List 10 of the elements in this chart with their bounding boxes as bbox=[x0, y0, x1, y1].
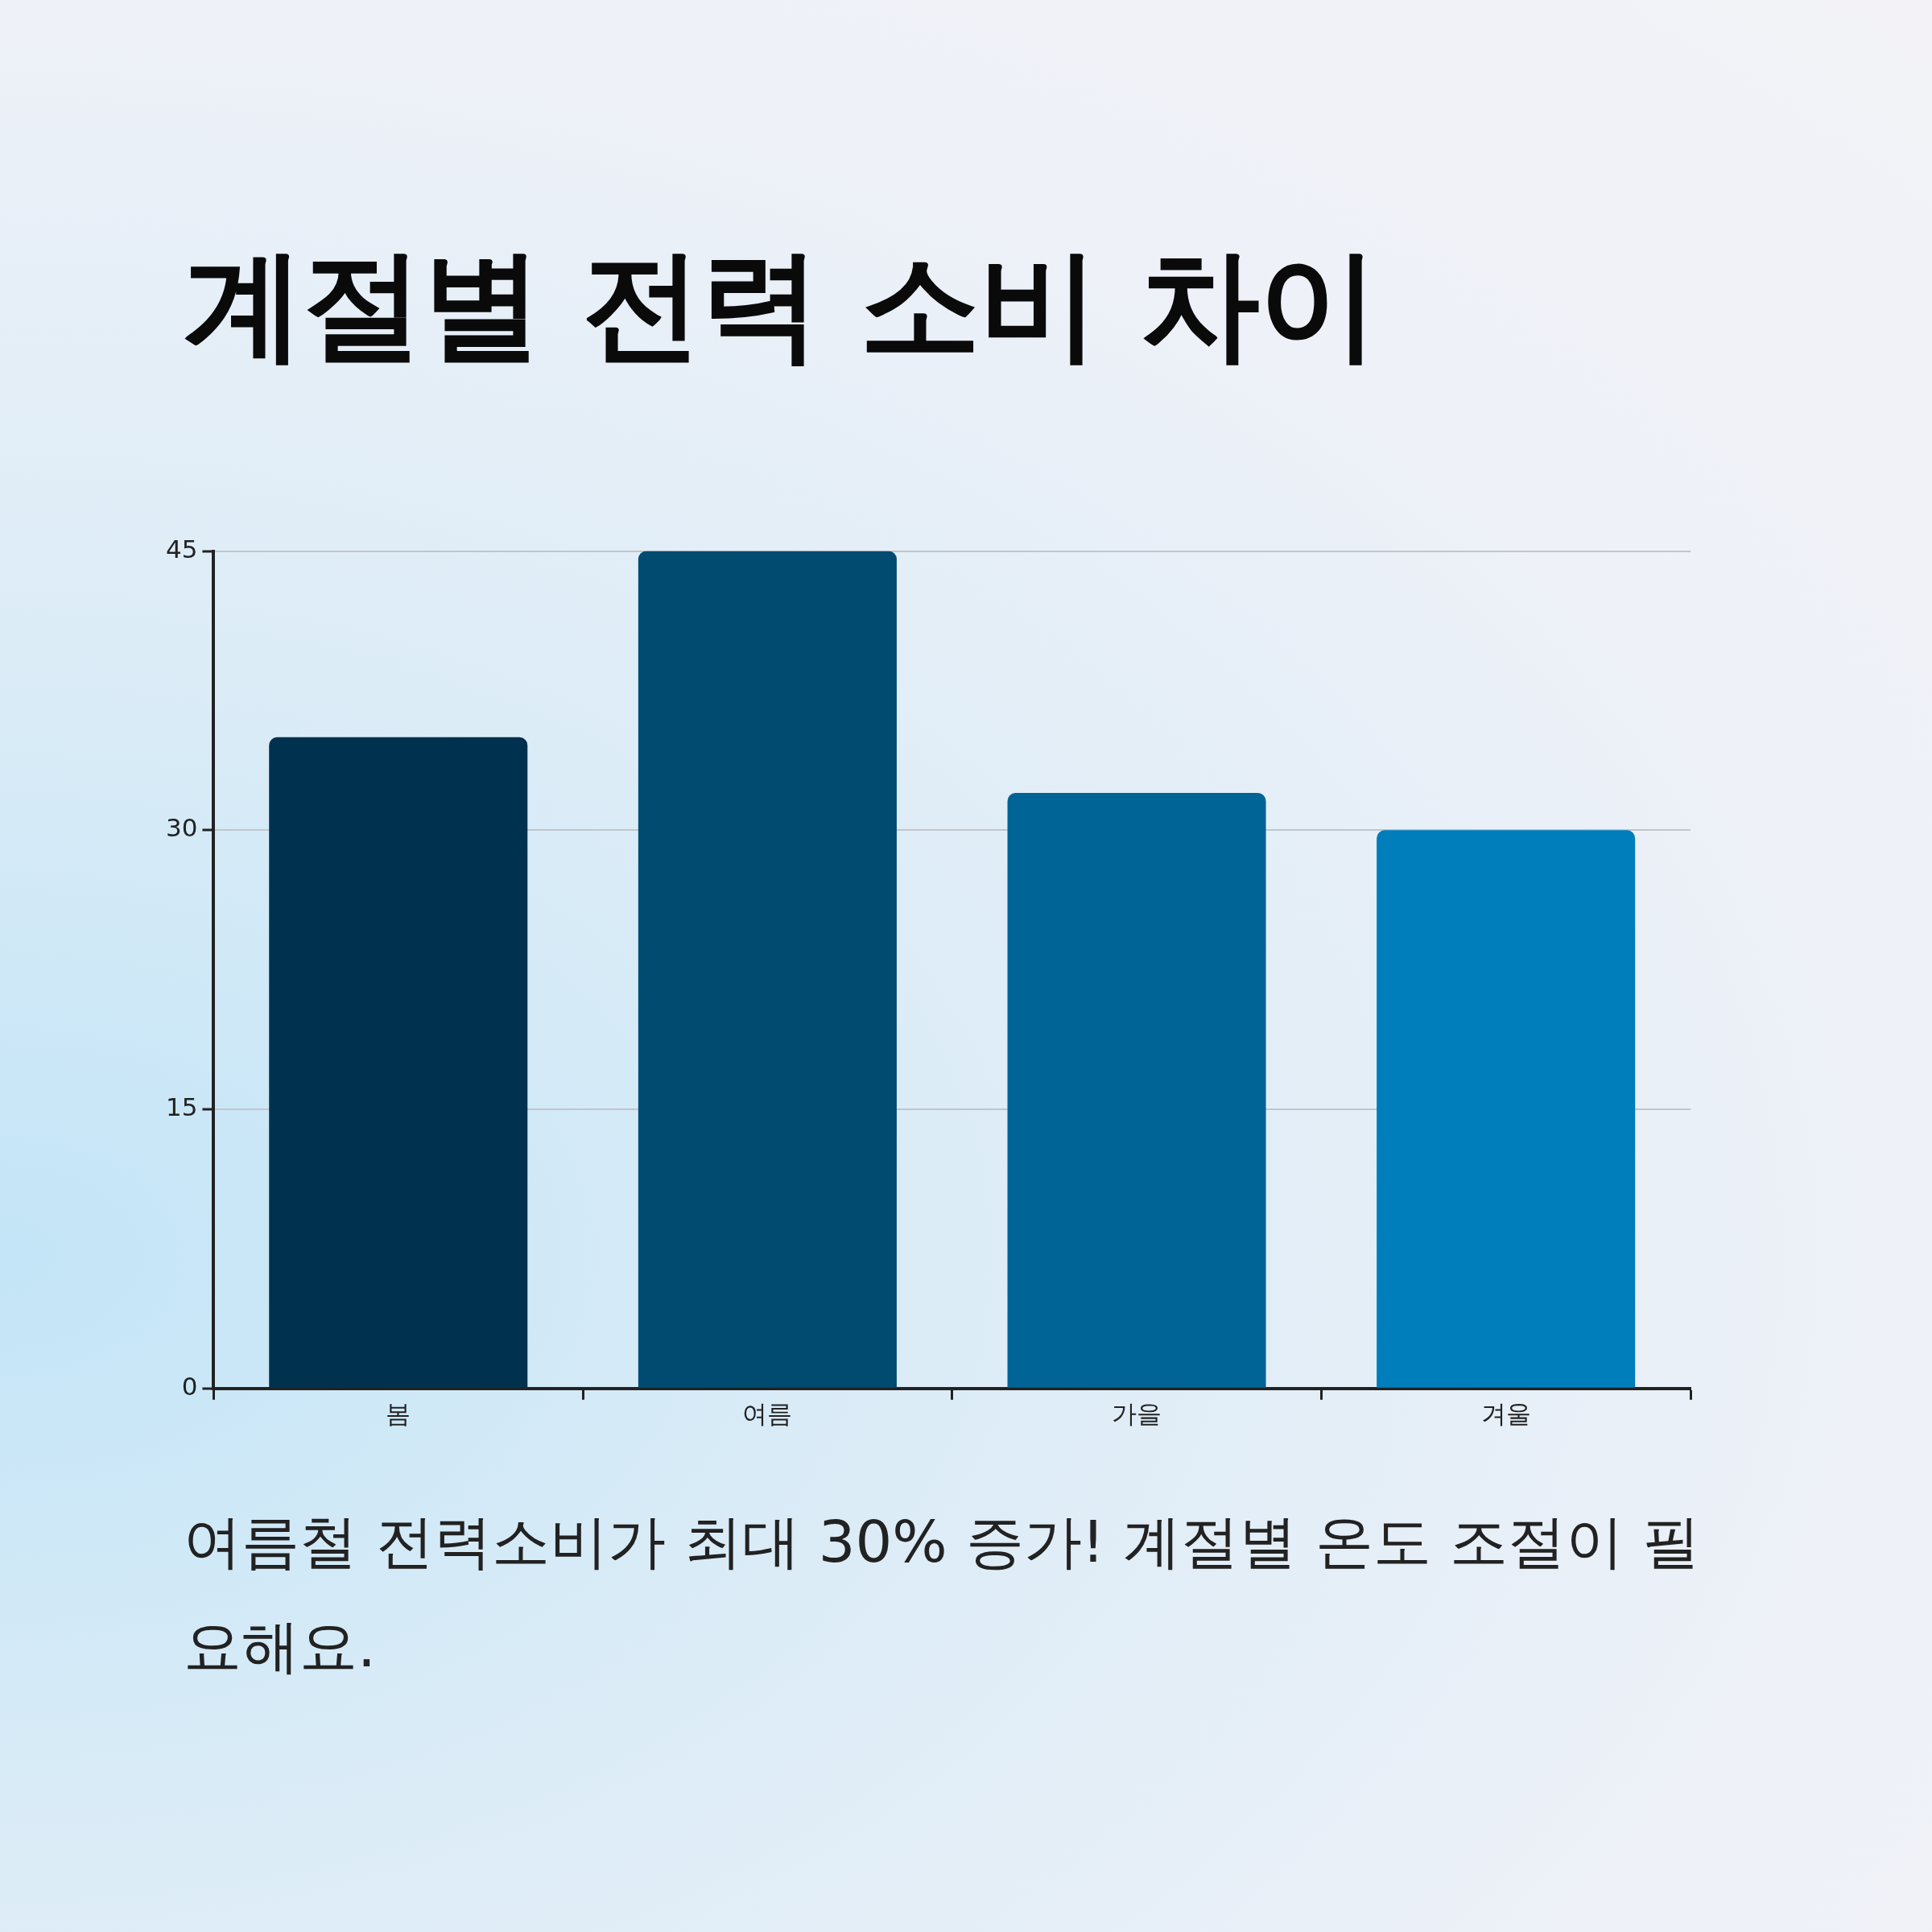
y-tick-label: 45 bbox=[165, 534, 198, 564]
x-tick-label: 여름 bbox=[742, 1399, 793, 1429]
y-tick-label: 30 bbox=[165, 813, 198, 843]
x-tick-label: 겨울 bbox=[1480, 1399, 1531, 1429]
x-tick-label: 가을 bbox=[1112, 1399, 1162, 1429]
y-tick-label: 0 bbox=[181, 1371, 198, 1401]
text: 여름철 전력소비가 최대 30% 증가! 계절별 온도 조절이 필요해요. bbox=[184, 1507, 1701, 1682]
chart-title: 계절별 전력 소비 차이 bbox=[184, 233, 1377, 376]
y-tick-label: 15 bbox=[165, 1092, 198, 1122]
x-tick-label: 봄 bbox=[386, 1399, 411, 1429]
